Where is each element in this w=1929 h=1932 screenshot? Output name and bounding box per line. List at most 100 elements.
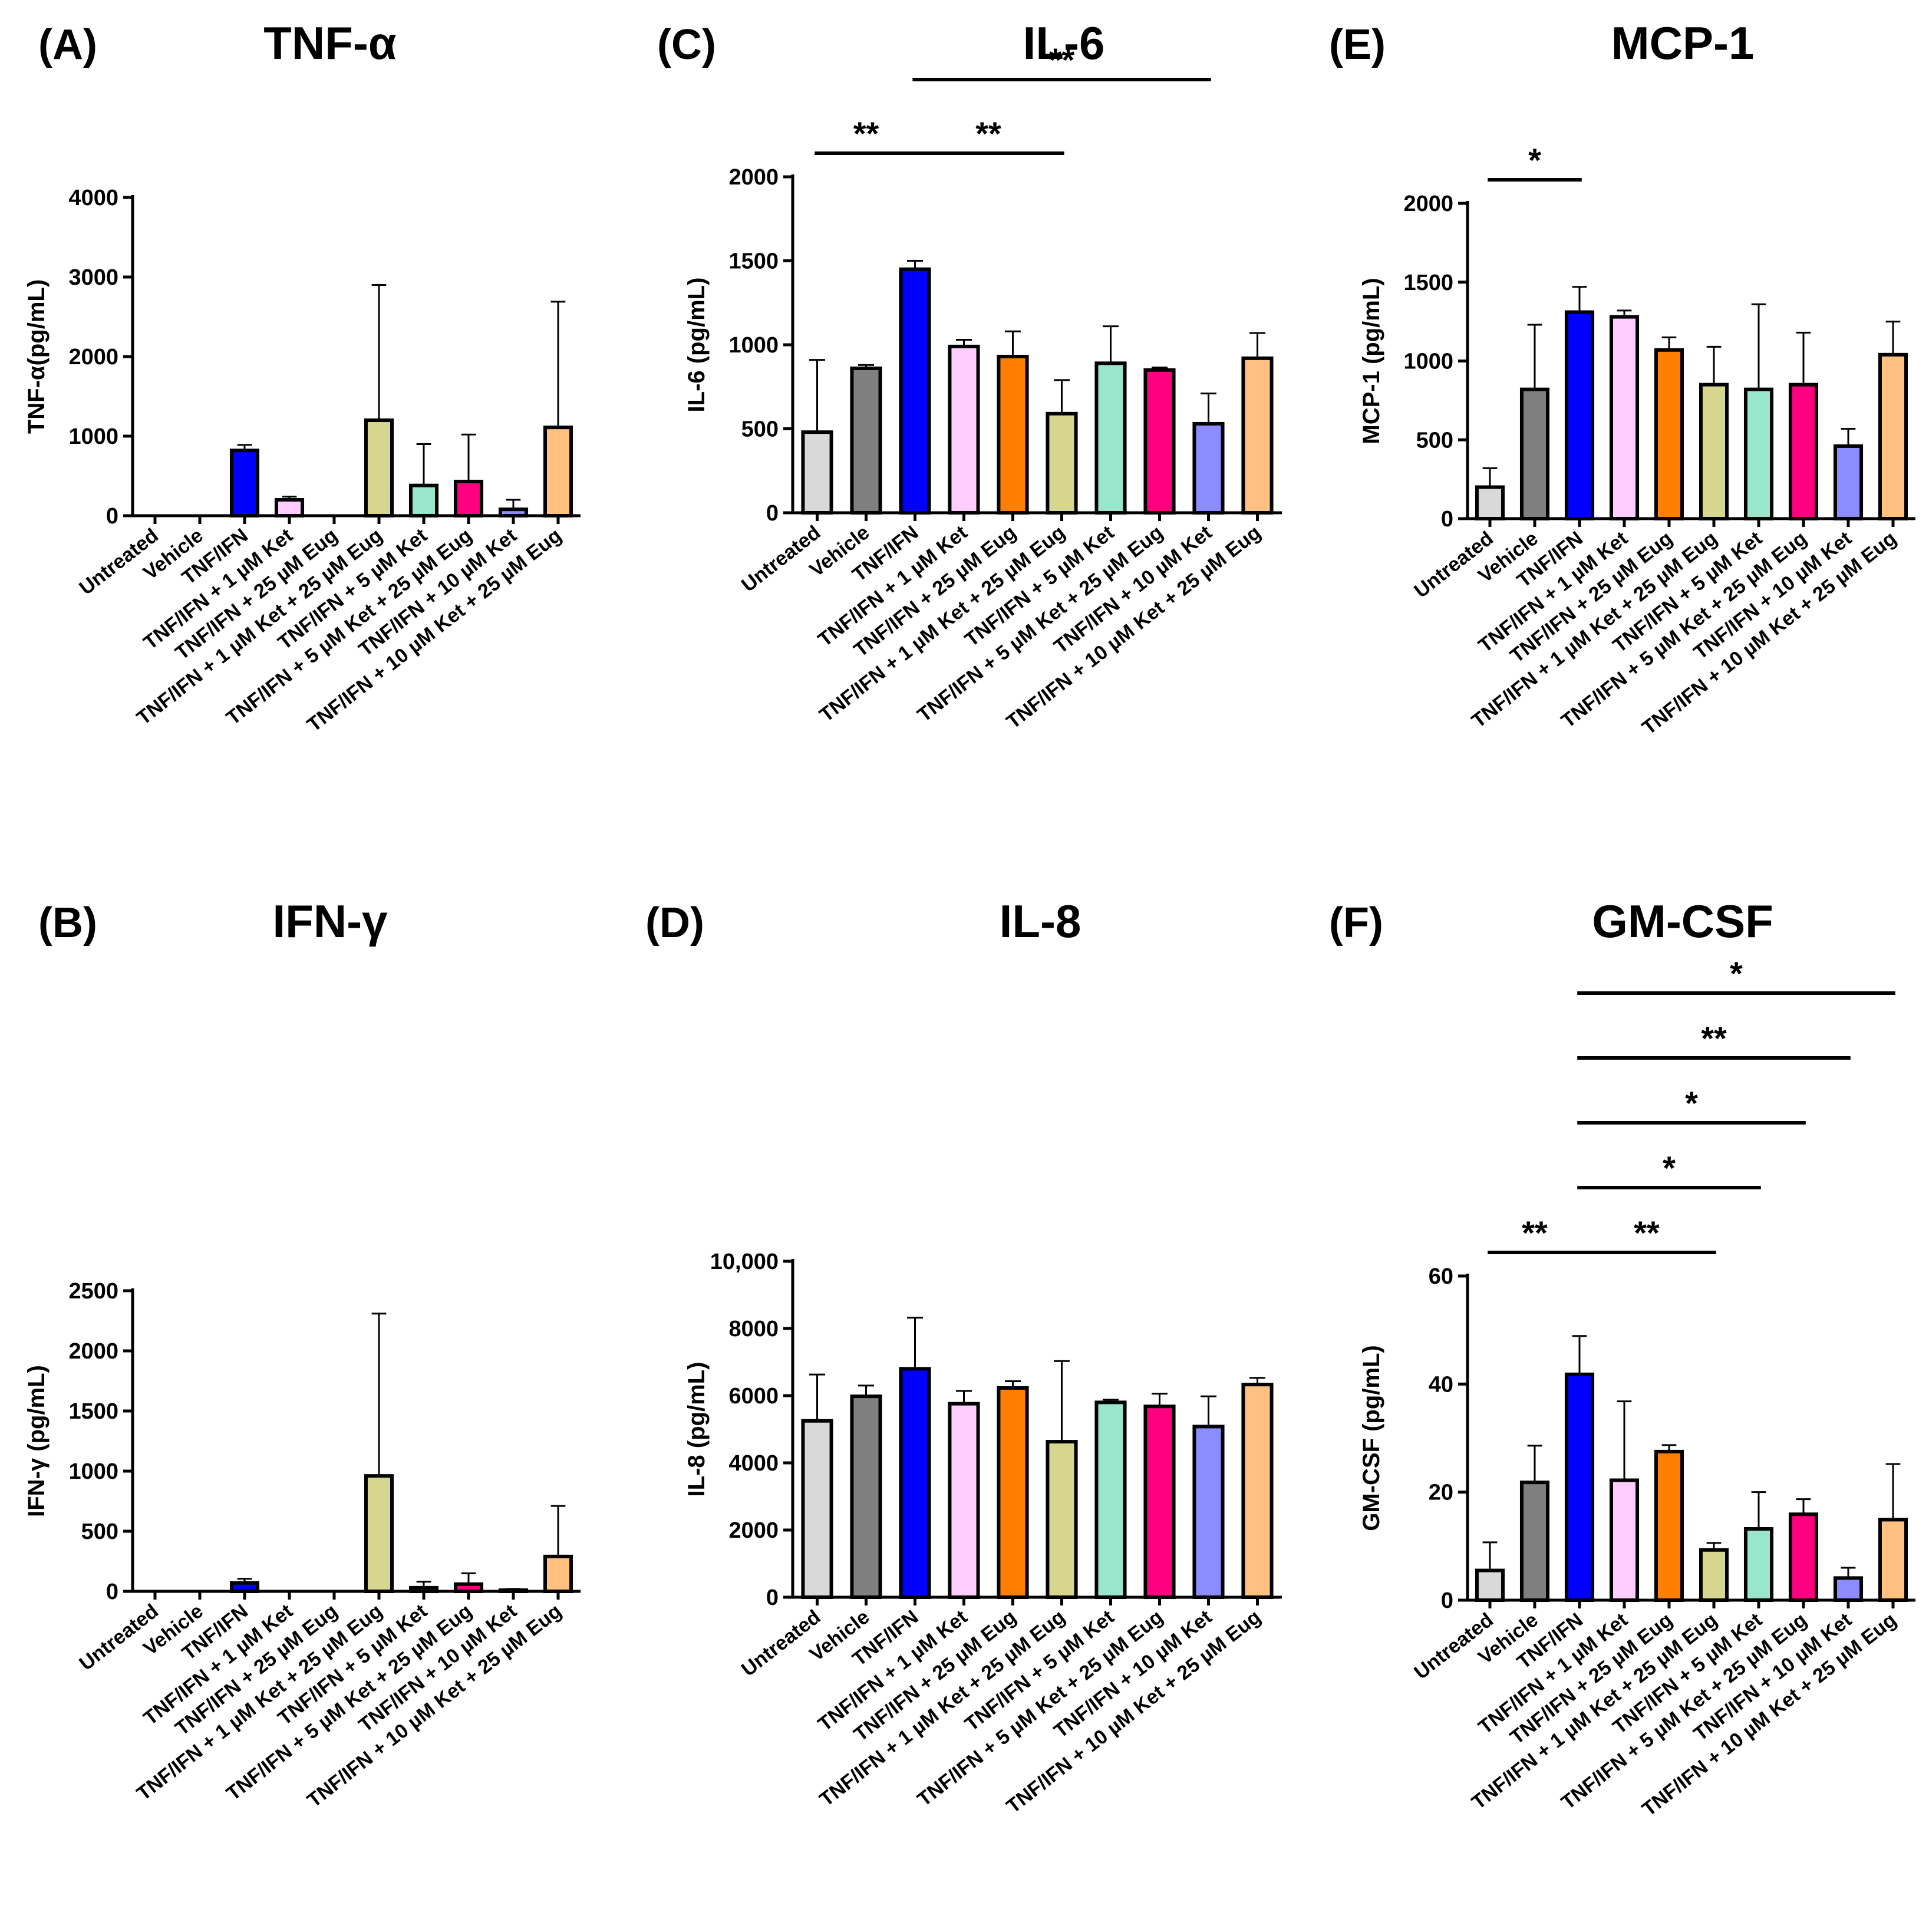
bar [1654,348,1684,521]
bar [997,1386,1029,1599]
y-tick-label: 1000 [1403,350,1453,374]
panel-label: (F) [1329,899,1383,947]
bar [274,498,305,517]
chart-title: IL-6 [1023,17,1105,69]
bar [1564,1372,1595,1602]
panel-a: (A) TNF-α01000200030004000TNF-α(pg/mL)Unt… [24,17,581,736]
bar [1833,1576,1864,1603]
significance-label: * [1663,1149,1676,1186]
bar [1699,1548,1729,1602]
significance-label: ** [1049,41,1075,78]
chart-title: IFN-γ [273,895,388,947]
y-axis-label: MCP-1 (pg/mL) [1358,278,1384,444]
bar [1609,315,1640,520]
y-tick-label: 500 [741,417,779,442]
bar [801,1419,833,1599]
y-tick-label: 6000 [728,1384,779,1409]
y-axis-label: TNF-α(pg/mL) [24,279,50,434]
bar [1699,383,1729,520]
y-tick-label: 0 [766,501,779,526]
bar [364,418,394,517]
chart-title: GM-CSF [1592,895,1773,947]
panel-label: (C) [657,21,716,68]
y-axis-label: IL-6 (pg/mL) [684,278,710,413]
y-tick-label: 1500 [68,1399,118,1424]
bar [498,507,529,518]
panel-label: (A) [38,21,97,68]
bar [1519,387,1550,521]
bar [543,1554,573,1594]
y-tick-label: 1500 [1403,271,1453,295]
bar [1743,387,1774,521]
panel-b: (B) IFN-γ 0 500 1000 1500 2000 2500 IFN-γ (pg/mL… [24,895,581,1812]
y-tick-label: 500 [1416,428,1453,453]
bar [1743,1527,1774,1602]
significance-label: * [1528,141,1541,179]
bar [1654,1449,1684,1603]
bar [229,449,260,517]
y-tick-label: 0 [1441,1588,1453,1613]
y-tick-label: 2000 [728,165,779,190]
y-tick-label: 1500 [728,249,779,274]
bar [453,1582,484,1594]
bar [850,366,882,515]
bar [229,1581,260,1593]
bar [408,1585,439,1593]
chart-title: TNF-α [263,17,397,69]
y-tick-label: 2000 [68,345,118,370]
bar [364,1474,394,1593]
chart-title: IL-8 [1000,895,1081,947]
bar [1878,1518,1908,1603]
bar [1788,1512,1819,1602]
bar [408,483,439,518]
bar [1564,310,1595,520]
significance-label: * [1730,955,1743,992]
y-tick-label: 0 [106,504,118,529]
bar [997,354,1029,515]
bar [1788,383,1819,520]
bar [543,426,573,518]
y-tick-label: 1000 [68,424,118,449]
y-tick-label: 1000 [728,333,779,358]
significance-label: * [1685,1084,1698,1122]
bar [453,479,484,518]
y-tick-label: 40 [1429,1372,1453,1397]
bar [1475,485,1505,520]
y-axis-label: IFN-γ (pg/mL) [24,1365,50,1517]
y-tick-label: 500 [81,1519,118,1544]
y-tick-label: 60 [1429,1264,1453,1289]
y-tick-label: 2000 [68,1339,118,1364]
bar [1046,411,1078,515]
y-tick-label: 4000 [728,1451,779,1476]
panel-d: (D) IL-8 0 2000 4000 6000 8000 10,000 IL-8 (pg/m… [645,895,1282,1818]
significance-label: ** [1634,1214,1660,1251]
bar [1833,444,1864,521]
y-tick-label: 0 [766,1585,779,1610]
chart-title: MCP-1 [1611,17,1755,69]
bar [1094,1400,1127,1599]
bar [1241,1383,1274,1599]
bar [948,1402,980,1599]
bar [899,267,931,515]
bar [1878,352,1908,520]
y-axis-label: IL-8 (pg/mL) [684,1362,710,1497]
bar [1143,368,1176,515]
bar [801,430,833,515]
significance-label: ** [853,115,879,152]
bar [1241,356,1274,515]
bar [1094,361,1127,515]
y-tick-label: 8000 [728,1317,779,1341]
y-tick-label: 0 [106,1580,118,1604]
bar [948,344,980,515]
bar [498,1588,529,1593]
panel-label: (D) [645,899,704,947]
bar [850,1394,882,1599]
y-tick-label: 2500 [68,1279,118,1304]
bar [1609,1478,1640,1602]
y-tick-label: 2000 [1403,192,1453,216]
significance-label: ** [1522,1214,1548,1251]
